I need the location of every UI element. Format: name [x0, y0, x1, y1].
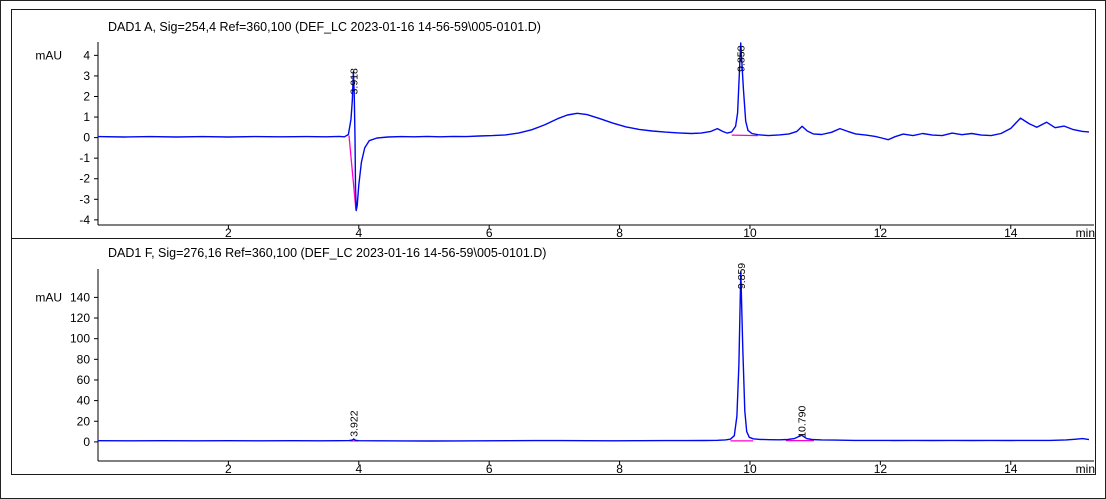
x-tick-label: 4: [355, 226, 362, 238]
y-tick-label: 120: [70, 311, 90, 325]
y-tick-label: -2: [79, 172, 90, 186]
x-tick-label: 10: [743, 226, 757, 238]
signal-trace: [97, 42, 1090, 212]
y-tick-label: -1: [79, 151, 90, 165]
x-tick-label: 12: [874, 226, 888, 238]
panel-dad1-f: DAD1 F, Sig=276,16 Ref=360,100 (DEF_LC 2…: [11, 238, 1096, 475]
peak-rt-label: 10.790: [796, 405, 808, 437]
chromatogram-dad1-f: DAD1 F, Sig=276,16 Ref=360,100 (DEF_LC 2…: [35, 246, 1095, 474]
x-tick-label: 12: [874, 462, 888, 474]
integration-baseline: [348, 135, 357, 210]
y-tick-label: 4: [83, 48, 90, 62]
peak-rt-label: 9.858: [736, 45, 748, 71]
y-tick-label: 2: [83, 89, 90, 103]
x-axis-unit-label: min: [1076, 226, 1095, 238]
panel-dad1-a: DAD1 A, Sig=254,4 Ref=360,100 (DEF_LC 20…: [11, 9, 1096, 239]
x-tick-label: 8: [616, 462, 623, 474]
x-tick-label: 14: [1004, 226, 1018, 238]
x-tick-label: 2: [225, 226, 232, 238]
y-tick-label: 0: [83, 435, 90, 449]
y-tick-label: 3: [83, 69, 90, 83]
y-tick-label: 0: [83, 131, 90, 145]
x-tick-label: 10: [743, 462, 757, 474]
x-tick-label: 2: [225, 462, 232, 474]
y-axis-unit-label: mAU: [35, 48, 62, 62]
peak-rt-label: 3.922: [349, 410, 361, 436]
panel-title: DAD1 F, Sig=276,16 Ref=360,100 (DEF_LC 2…: [108, 246, 546, 260]
y-tick-label: 80: [77, 352, 91, 366]
panel-title: DAD1 A, Sig=254,4 Ref=360,100 (DEF_LC 20…: [108, 20, 541, 34]
y-tick-label: -4: [79, 213, 90, 227]
y-tick-label: -3: [79, 192, 90, 206]
chromatogram-window: DAD1 A, Sig=254,4 Ref=360,100 (DEF_LC 20…: [11, 9, 1096, 475]
peak-rt-label: 3.918: [348, 68, 360, 94]
y-tick-label: 140: [70, 290, 90, 304]
y-tick-label: 20: [77, 414, 91, 428]
chromatogram-dad1-a: DAD1 A, Sig=254,4 Ref=360,100 (DEF_LC 20…: [35, 20, 1095, 238]
y-tick-label: 60: [77, 373, 91, 387]
integration-baseline: [731, 134, 758, 137]
y-axis-unit-label: mAU: [35, 290, 62, 304]
x-tick-label: 4: [355, 462, 362, 474]
x-tick-label: 8: [616, 226, 623, 238]
peak-rt-label: 9.859: [736, 263, 748, 289]
y-tick-label: 1: [83, 110, 90, 124]
x-tick-label: 14: [1004, 462, 1018, 474]
x-axis-unit-label: min: [1076, 462, 1095, 474]
y-tick-label: 100: [70, 332, 90, 346]
signal-trace: [97, 270, 1090, 442]
x-tick-label: 6: [486, 462, 493, 474]
x-tick-label: 6: [486, 226, 493, 238]
y-tick-label: 40: [77, 394, 91, 408]
